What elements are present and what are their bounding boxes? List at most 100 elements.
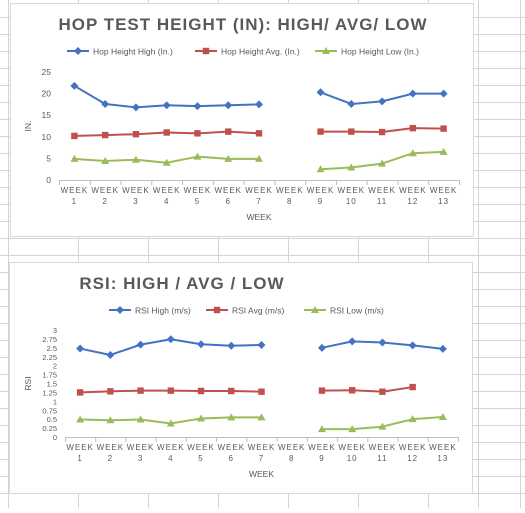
y-axis-title: RSI bbox=[23, 376, 33, 390]
y-tick-label: 1.75 bbox=[42, 371, 57, 380]
y-tick-label: 1 bbox=[53, 397, 57, 406]
data-point bbox=[197, 414, 206, 422]
data-point bbox=[136, 415, 145, 423]
data-point bbox=[378, 128, 386, 136]
data-point bbox=[255, 154, 263, 162]
data-point bbox=[227, 413, 236, 421]
x-tick-label: WEEK 5 bbox=[187, 443, 215, 463]
legend-marker bbox=[311, 306, 319, 313]
data-point bbox=[101, 99, 110, 108]
data-point bbox=[197, 387, 205, 395]
data-point bbox=[378, 338, 387, 347]
legend-label: RSI Low (m/s) bbox=[330, 306, 384, 316]
legend-label: RSI High (m/s) bbox=[135, 306, 191, 316]
data-point bbox=[255, 130, 263, 137]
data-point bbox=[378, 422, 387, 430]
x-tick-label: WEEK 8 bbox=[276, 186, 304, 206]
x-tick-label: WEEK 9 bbox=[307, 186, 335, 206]
data-point bbox=[439, 147, 448, 155]
data-point bbox=[228, 387, 235, 395]
x-tick-label: WEEK 6 bbox=[217, 443, 245, 463]
x-tick-label: WEEK 13 bbox=[429, 443, 457, 463]
data-point bbox=[131, 155, 140, 163]
data-point bbox=[317, 425, 326, 433]
data-point bbox=[227, 341, 236, 350]
data-point bbox=[132, 131, 140, 138]
data-point bbox=[257, 413, 266, 421]
data-point bbox=[107, 388, 114, 395]
data-point bbox=[317, 128, 324, 135]
data-point bbox=[76, 415, 85, 423]
hop-height-chart-svg: HOP TEST HEIGHT (IN): HIGH/ AVG/ LOW Hop… bbox=[23, 15, 460, 222]
data-point bbox=[70, 81, 79, 90]
legend-label: Hop Height High (In.) bbox=[93, 47, 173, 57]
data-point bbox=[258, 388, 265, 395]
legend-marker bbox=[74, 47, 82, 55]
data-point bbox=[197, 340, 206, 349]
data-point bbox=[101, 131, 109, 139]
data-point bbox=[408, 89, 417, 98]
x-tick-label: WEEK 2 bbox=[97, 443, 125, 463]
y-tick-label: 0.75 bbox=[42, 406, 57, 415]
x-tick-label: WEEK 3 bbox=[122, 186, 150, 206]
data-point bbox=[257, 340, 266, 349]
x-tick-label: WEEK 13 bbox=[430, 186, 458, 206]
data-point bbox=[438, 344, 447, 353]
y-axis-title: IN. bbox=[23, 121, 33, 132]
data-point bbox=[162, 101, 171, 110]
data-point bbox=[348, 337, 357, 346]
legend-label: Hop Height Low (In.) bbox=[341, 47, 419, 57]
legend-marker bbox=[322, 47, 330, 54]
data-point bbox=[408, 341, 417, 350]
data-point bbox=[379, 388, 386, 395]
data-point bbox=[166, 419, 175, 427]
x-axis-title: WEEK bbox=[246, 212, 271, 222]
x-tick-label: WEEK 8 bbox=[278, 443, 306, 463]
legend-label: Hop Height Avg. (In.) bbox=[221, 47, 300, 57]
data-point bbox=[316, 165, 325, 173]
hop-height-chart[interactable]: HOP TEST HEIGHT (IN): HIGH/ AVG/ LOW Hop… bbox=[10, 3, 474, 237]
data-point bbox=[317, 343, 326, 352]
data-point bbox=[348, 128, 355, 135]
x-tick-label: WEEK 12 bbox=[399, 186, 427, 206]
y-tick-label: 0.5 bbox=[47, 415, 57, 424]
x-tick-label: WEEK 3 bbox=[127, 443, 155, 463]
data-point bbox=[378, 97, 387, 106]
x-tick-label: WEEK 6 bbox=[214, 186, 242, 206]
y-tick-label: 25 bbox=[42, 67, 52, 77]
y-tick-label: 1.5 bbox=[47, 380, 57, 389]
data-point bbox=[71, 132, 78, 140]
chart-title: RSI: HIGH / AVG / LOW bbox=[79, 274, 284, 293]
data-point bbox=[101, 156, 110, 164]
data-point bbox=[225, 128, 232, 135]
x-tick-label: WEEK 5 bbox=[184, 186, 212, 206]
data-point bbox=[318, 387, 326, 394]
data-point bbox=[167, 387, 175, 394]
data-point bbox=[408, 149, 417, 157]
data-point bbox=[193, 152, 202, 160]
data-point bbox=[136, 340, 145, 349]
y-tick-label: 0.25 bbox=[42, 424, 57, 433]
y-tick-label: 3 bbox=[53, 326, 57, 335]
y-tick-label: 5 bbox=[46, 153, 51, 163]
y-tick-label: 2 bbox=[53, 362, 57, 371]
x-tick-label: WEEK 9 bbox=[308, 443, 336, 463]
data-point bbox=[438, 413, 447, 421]
x-tick-label: WEEK 7 bbox=[245, 186, 273, 206]
x-tick-label: WEEK 4 bbox=[153, 186, 181, 206]
x-tick-label: WEEK 1 bbox=[66, 443, 94, 463]
x-tick-label: WEEK 10 bbox=[338, 186, 366, 206]
legend-marker bbox=[213, 306, 221, 314]
x-tick-label: WEEK 7 bbox=[248, 443, 276, 463]
data-point bbox=[131, 103, 140, 112]
rsi-chart-svg: RSI: HIGH / AVG / LOW RSI High (m/s) RSI … bbox=[23, 274, 459, 479]
y-tick-label: 2.25 bbox=[42, 353, 57, 362]
x-tick-label: WEEK 4 bbox=[157, 443, 185, 463]
data-point bbox=[76, 344, 85, 353]
chart-title: HOP TEST HEIGHT (IN): HIGH/ AVG/ LOW bbox=[58, 15, 427, 34]
data-point bbox=[408, 415, 417, 423]
data-point bbox=[348, 425, 357, 433]
x-tick-label: WEEK 2 bbox=[91, 186, 119, 206]
data-point bbox=[137, 387, 144, 394]
rsi-chart[interactable]: RSI: HIGH / AVG / LOW RSI High (m/s) RSI … bbox=[9, 262, 473, 494]
